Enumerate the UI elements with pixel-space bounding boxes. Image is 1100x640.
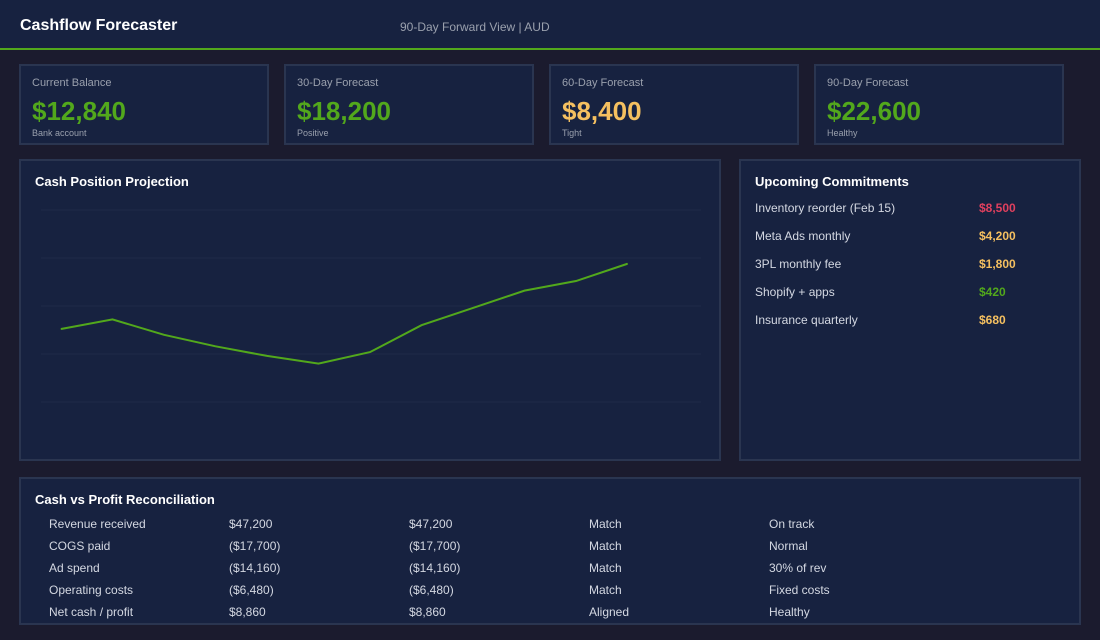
reconciliation-cell: ($14,160): [229, 561, 281, 575]
commitment-label: Meta Ads monthly: [755, 229, 851, 243]
data-point: [266, 355, 268, 357]
cash-projection-panel: Cash Position Projection: [19, 159, 721, 461]
card-subtext: Healthy: [827, 128, 858, 138]
reconciliation-cell: Match: [589, 561, 622, 575]
data-point: [575, 280, 577, 282]
summary-card: Current Balance $12,840 Bank account: [19, 64, 269, 145]
commitment-label: Insurance quarterly: [755, 313, 858, 327]
commitment-amount: $680: [979, 313, 1006, 327]
card-value: $18,200: [297, 96, 391, 126]
reconciliation-cell: $8,860: [229, 605, 266, 619]
data-point: [318, 363, 319, 365]
reconciliation-cell: Aligned: [589, 605, 630, 619]
app-title: Cashflow Forecaster: [20, 17, 178, 34]
commitment-amount: $1,800: [979, 257, 1016, 271]
card-label: Current Balance: [32, 77, 112, 89]
data-point: [524, 290, 525, 292]
commitments-title: Upcoming Commitments: [755, 174, 909, 189]
reconciliation-cell: Ad spend: [49, 561, 100, 575]
chart-title: Cash Position Projection: [35, 174, 189, 189]
reconciliation-cell: Revenue received: [49, 517, 146, 531]
data-point: [215, 345, 216, 347]
card-value: $22,600: [827, 96, 921, 126]
commitments-panel: Upcoming Commitments Inventory reorder (…: [739, 159, 1081, 461]
reconciliation-row: Ad spend ($14,160) ($14,160) Match 30% of re…: [49, 561, 1049, 577]
commitment-label: Shopify + apps: [755, 285, 835, 299]
commitment-label: Inventory reorder (Feb 15): [755, 201, 896, 215]
reconciliation-cell: ($14,160): [409, 561, 461, 575]
reconciliation-cell: ($17,700): [229, 539, 281, 553]
reconciliation-cell: Operating costs: [49, 583, 134, 597]
reconciliation-cell: Net cash / profit: [49, 605, 134, 619]
commitment-amount: $8,500: [979, 201, 1016, 215]
cash-projection-chart: [41, 209, 701, 403]
commitment-label: 3PL monthly fee: [755, 257, 842, 271]
reconciliation-cell: ($6,480): [229, 583, 274, 597]
commitment-amount: $4,200: [979, 229, 1016, 243]
reconciliation-row: Revenue received $47,200 $47,200 Match On tr…: [49, 517, 1049, 533]
reconciliation-cell: $8,860: [409, 605, 446, 619]
reconciliation-cell: On track: [769, 517, 815, 531]
reconciliation-cell: Fixed costs: [769, 583, 830, 597]
summary-card: 30-Day Forecast $18,200 Positive: [284, 64, 534, 145]
card-value: $8,400: [562, 96, 642, 126]
reconciliation-cell: Match: [589, 583, 622, 597]
card-subtext: Positive: [297, 128, 329, 138]
cash-position-line: [60, 262, 628, 365]
card-label: 60-Day Forecast: [562, 77, 644, 89]
summary-card: 90-Day Forecast $22,600 Healthy: [814, 64, 1064, 145]
reconciliation-cell: Match: [589, 539, 622, 553]
reconciliation-cell: Normal: [769, 539, 808, 553]
reconciliation-cell: $47,200: [409, 517, 453, 531]
reconciliation-title: Cash vs Profit Reconciliation: [35, 492, 215, 507]
reconciliation-cell: $47,200: [229, 517, 273, 531]
commitment-amount: $420: [979, 285, 1006, 299]
data-point: [112, 318, 113, 320]
reconciliation-cell: COGS paid: [49, 539, 111, 553]
reconciliation-row: COGS paid ($17,700) ($17,700) Match Normal: [49, 539, 1049, 555]
data-point: [60, 328, 62, 330]
reconciliation-cell: Match: [589, 517, 622, 531]
card-label: 30-Day Forecast: [297, 77, 379, 89]
reconciliation-cell: ($6,480): [409, 583, 454, 597]
data-point: [627, 263, 628, 265]
view-subtitle: 90-Day Forward View | AUD: [400, 20, 550, 34]
card-value: $12,840: [32, 96, 126, 126]
reconciliation-row: Operating costs ($6,480) ($6,480) Match Fixe…: [49, 583, 1049, 599]
card-subtext: Tight: [562, 128, 582, 138]
data-point: [163, 334, 165, 336]
card-label: 90-Day Forecast: [827, 77, 909, 89]
reconciliation-row: Net cash / profit $8,860 $8,860 Aligned Heal…: [49, 605, 1049, 621]
reconciliation-cell: Healthy: [769, 605, 810, 619]
data-point: [369, 351, 371, 353]
summary-card: 60-Day Forecast $8,400 Tight: [549, 64, 799, 145]
app-header: Cashflow Forecaster 90-Day Forward View …: [0, 0, 1100, 50]
reconciliation-panel: Cash vs Profit Reconciliation Revenue re…: [19, 477, 1081, 625]
data-point: [472, 307, 474, 309]
reconciliation-cell: ($17,700): [409, 539, 461, 553]
reconciliation-cell: 30% of rev: [769, 561, 827, 575]
data-point: [421, 324, 422, 326]
card-subtext: Bank account: [32, 128, 87, 138]
